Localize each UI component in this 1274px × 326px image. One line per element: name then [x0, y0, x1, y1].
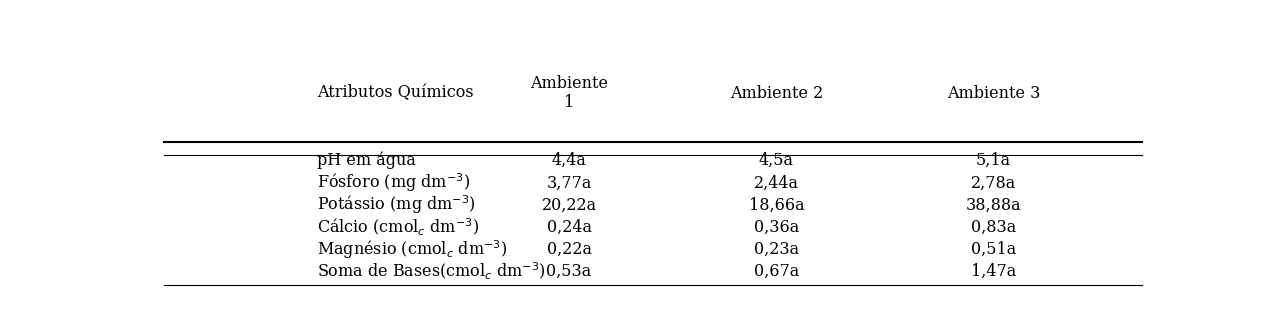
Text: Ambiente 3: Ambiente 3 [947, 84, 1041, 102]
Text: 4,5a: 4,5a [759, 152, 794, 169]
Text: Ambiente 2: Ambiente 2 [730, 84, 823, 102]
Text: Fósforo (mg dm$^{-3}$): Fósforo (mg dm$^{-3}$) [317, 171, 470, 194]
Text: 2,44a: 2,44a [754, 174, 799, 191]
Text: 18,66a: 18,66a [749, 197, 804, 214]
Text: 38,88a: 38,88a [966, 197, 1022, 214]
Text: 5,1a: 5,1a [976, 152, 1012, 169]
Text: 4,4a: 4,4a [552, 152, 586, 169]
Text: 0,53a: 0,53a [547, 263, 591, 280]
Text: 0,83a: 0,83a [971, 219, 1017, 236]
Text: 0,22a: 0,22a [547, 241, 591, 258]
Text: Ambiente
1: Ambiente 1 [530, 75, 608, 111]
Text: Magnésio (cmol$_c$ dm$^{-3}$): Magnésio (cmol$_c$ dm$^{-3}$) [317, 238, 508, 261]
Text: pH em água: pH em água [317, 152, 417, 170]
Text: 20,22a: 20,22a [541, 197, 596, 214]
Text: 3,77a: 3,77a [547, 174, 591, 191]
Text: Atributos Químicos: Atributos Químicos [317, 84, 474, 102]
Text: 0,36a: 0,36a [754, 219, 799, 236]
Text: Cálcio (cmol$_c$ dm$^{-3}$): Cálcio (cmol$_c$ dm$^{-3}$) [317, 216, 479, 238]
Text: 2,78a: 2,78a [971, 174, 1017, 191]
Text: Soma de Bases(cmol$_c$ dm$^{-3}$): Soma de Bases(cmol$_c$ dm$^{-3}$) [317, 261, 547, 282]
Text: 0,67a: 0,67a [754, 263, 799, 280]
Text: 0,24a: 0,24a [547, 219, 591, 236]
Text: 0,51a: 0,51a [971, 241, 1017, 258]
Text: 1,47a: 1,47a [971, 263, 1017, 280]
Text: Potássio (mg dm$^{-3}$): Potássio (mg dm$^{-3}$) [317, 194, 476, 216]
Text: 0,23a: 0,23a [754, 241, 799, 258]
